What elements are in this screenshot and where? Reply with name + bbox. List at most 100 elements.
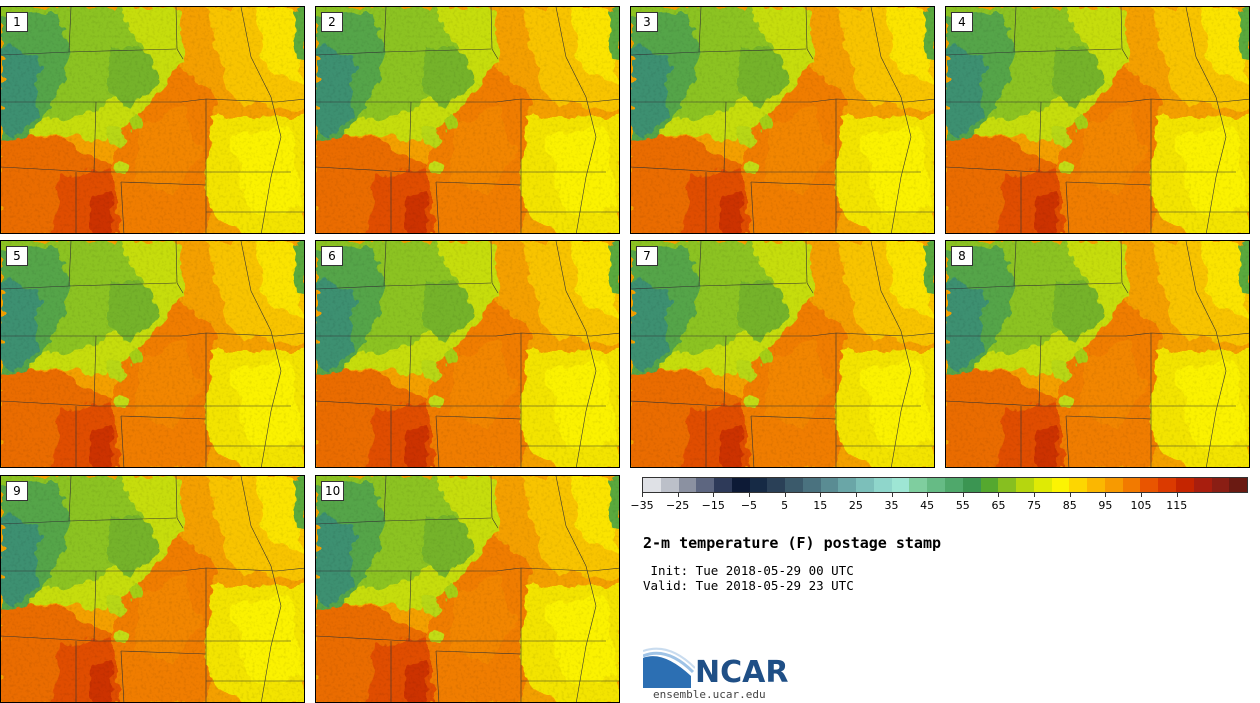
colorbar-tick [748, 493, 750, 497]
colorbar-tick [1105, 493, 1107, 497]
colorbar-swatch [1104, 478, 1123, 492]
colorbar-swatch [1033, 478, 1052, 492]
colorbar-swatch [1158, 478, 1176, 492]
colorbar-tick-label: −15 [701, 499, 725, 512]
temperature-map-2 [316, 7, 620, 234]
temperature-map-8 [946, 241, 1250, 468]
colorbar-tick-label: −35 [630, 499, 654, 512]
colorbar-tick-label: 85 [1062, 499, 1077, 512]
colorbar-tick-label: 45 [920, 499, 935, 512]
stamp-panel-6: 6 [315, 240, 620, 468]
panel-number: 1 [6, 12, 28, 32]
colorbar-swatch [1193, 478, 1212, 492]
stamp-panel-2: 2 [315, 6, 620, 234]
colorbar-tick [962, 493, 964, 497]
panel-number: 3 [636, 12, 658, 32]
colorbar-swatch [1016, 478, 1034, 492]
colorbar-tick [784, 493, 786, 497]
panel-number: 4 [951, 12, 973, 32]
colorbar-swatch [1229, 478, 1248, 492]
colorbar-tick-label: 105 [1130, 499, 1152, 512]
colorbar-tick-label: 35 [884, 499, 899, 512]
colorbar-tick [713, 493, 715, 497]
colorbar-tick [1176, 493, 1178, 497]
colorbar-swatch [820, 478, 839, 492]
stamp-panel-10: 10 [315, 475, 620, 703]
colorbar-swatch [660, 478, 679, 492]
colorbar-swatch [696, 478, 715, 492]
colorbar-swatch [1122, 478, 1141, 492]
colorbar-tick-label: 75 [1027, 499, 1042, 512]
page-title: 2-m temperature (F) postage stamp [643, 534, 942, 552]
colorbar-swatch [909, 478, 928, 492]
colorbar-tick [1034, 493, 1036, 497]
colorbar-tick-label: −25 [666, 499, 690, 512]
colorbar-swatch [1069, 478, 1088, 492]
colorbar-tick-label: 5 [781, 499, 789, 512]
colorbar-swatch [714, 478, 732, 492]
colorbar-swatch [891, 478, 910, 492]
ncar-logo-icon [643, 647, 695, 688]
temperature-map-7 [631, 241, 935, 468]
stamp-panel-7: 7 [630, 240, 935, 468]
valid-time: Valid: Tue 2018-05-29 23 UTC [643, 578, 854, 593]
stamp-panel-1: 1 [0, 6, 305, 234]
colorbar-swatch [802, 478, 821, 492]
colorbar-swatch [838, 478, 857, 492]
colorbar-tick [1069, 493, 1071, 497]
colorbar-tick-label: 65 [991, 499, 1006, 512]
colorbar-swatch [678, 478, 697, 492]
temperature-map-1 [1, 7, 305, 234]
ncar-logo-text: NCAR [695, 655, 789, 690]
colorbar-tick [820, 493, 822, 497]
colorbar-swatch [1175, 478, 1194, 492]
colorbar-swatch [749, 478, 768, 492]
colorbar-tick [1141, 493, 1143, 497]
panel-number: 2 [321, 12, 343, 32]
colorbar-swatch [643, 478, 661, 492]
colorbar-swatch [731, 478, 750, 492]
colorbar-tick [891, 493, 893, 497]
panel-number: 8 [951, 246, 973, 266]
colorbar-swatch [873, 478, 892, 492]
temperature-map-4 [946, 7, 1250, 234]
colorbar-tick [855, 493, 857, 497]
colorbar-swatch [1140, 478, 1159, 492]
colorbar-swatch [767, 478, 786, 492]
stamp-panel-5: 5 [0, 240, 305, 468]
colorbar-tick-label: 115 [1166, 499, 1188, 512]
colorbar-tick [677, 493, 679, 497]
init-time: Init: Tue 2018-05-29 00 UTC [643, 563, 854, 578]
colorbar-swatch [927, 478, 946, 492]
stamp-panel-3: 3 [630, 6, 935, 234]
temperature-map-5 [1, 241, 305, 468]
panel-number: 10 [321, 481, 345, 501]
stamp-panel-4: 4 [945, 6, 1250, 234]
colorbar-tick [998, 493, 1000, 497]
colorbar-swatch [856, 478, 874, 492]
colorbar-swatch [1211, 478, 1230, 492]
temperature-map-6 [316, 241, 620, 468]
colorbar-swatch [945, 478, 963, 492]
temperature-map-9 [1, 476, 305, 703]
ensemble-site-link[interactable]: ensemble.ucar.edu [653, 688, 766, 701]
panel-number: 7 [636, 246, 658, 266]
colorbar-swatch [998, 478, 1017, 492]
colorbar-tick [927, 493, 929, 497]
colorbar-tick-label: −5 [740, 499, 758, 512]
colorbar-tick-label: 25 [848, 499, 863, 512]
panel-number: 6 [321, 246, 343, 266]
stamp-panel-8: 8 [945, 240, 1250, 468]
temperature-colorbar [642, 477, 1248, 493]
temperature-map-3 [631, 7, 935, 234]
colorbar-swatch [1087, 478, 1105, 492]
colorbar-ticks: −35 −25 −15 −5 5 15 25 35 45 55 65 75 85 95 105 115 [630, 493, 1248, 513]
colorbar-tick-label: 95 [1098, 499, 1113, 512]
colorbar-tick-label: 15 [813, 499, 828, 512]
colorbar-swatch [980, 478, 999, 492]
panel-number: 9 [6, 481, 28, 501]
temperature-map-10 [316, 476, 620, 703]
colorbar-tick-label: 55 [955, 499, 970, 512]
panel-number: 5 [6, 246, 28, 266]
colorbar-swatch [962, 478, 981, 492]
